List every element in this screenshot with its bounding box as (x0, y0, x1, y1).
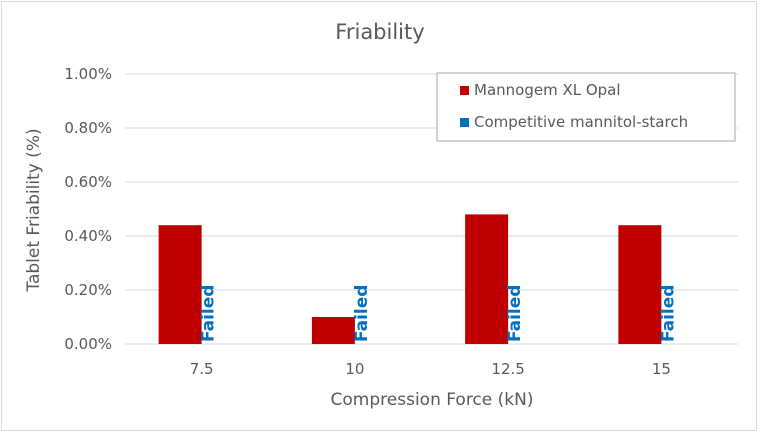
y-tick-label: 0.00% (64, 335, 112, 353)
failed-label: Failed (199, 285, 219, 342)
failed-label: Failed (658, 285, 678, 342)
failed-label: Failed (505, 285, 525, 342)
x-tick-label: 10 (345, 360, 364, 378)
y-axis-ticks: 0.00% 0.20% 0.40% 0.60% 0.80% 1.00% (64, 65, 112, 353)
y-tick-label: 0.60% (64, 173, 112, 191)
bar-mannogem (311, 317, 355, 344)
bars (158, 214, 662, 344)
failed-label: Failed (352, 285, 372, 342)
x-axis-ticks: 7.5 10 12.5 15 (190, 360, 671, 378)
legend-swatch (460, 118, 469, 127)
chart-title: Friability (335, 20, 424, 44)
legend-label: Mannogem XL Opal (474, 81, 621, 99)
y-tick-label: 1.00% (64, 65, 112, 83)
y-tick-label: 0.80% (64, 119, 112, 137)
y-axis-label: Tablet Friability (%) (24, 128, 44, 292)
legend-box (436, 72, 736, 142)
y-tick-label: 0.20% (64, 281, 112, 299)
bar-mannogem (465, 214, 509, 344)
x-tick-label: 12.5 (491, 360, 524, 378)
legend-label: Competitive mannitol-starch (474, 113, 688, 131)
x-tick-label: 15 (652, 360, 671, 378)
bar-mannogem (158, 225, 202, 344)
failed-annotations: Failed Failed Failed Failed (199, 285, 679, 342)
y-tick-label: 0.40% (64, 227, 112, 245)
legend-swatch (460, 86, 469, 95)
legend: Mannogem XL Opal Competitive mannitol-sta… (436, 72, 736, 142)
bar-mannogem (618, 225, 662, 344)
x-axis-label: Compression Force (kN) (331, 390, 534, 410)
x-tick-label: 7.5 (190, 360, 214, 378)
